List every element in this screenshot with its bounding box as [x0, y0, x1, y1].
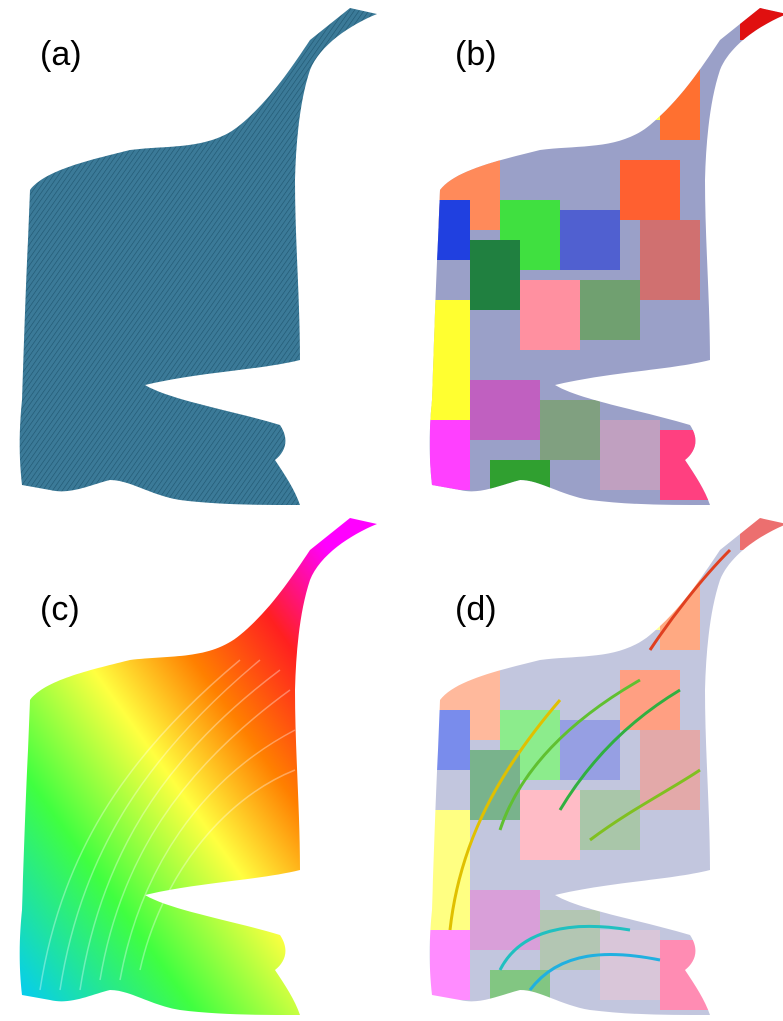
panel-b [410, 0, 783, 520]
page: (a) (b) (c) (d) (() => { const data = JS… [0, 0, 783, 1021]
figure: (a) (b) (c) (d) [0, 0, 783, 1021]
panel-d [410, 510, 783, 1021]
panel-label: (c) [40, 590, 80, 628]
panel-label: (a) [40, 35, 82, 73]
mesh-a [20, 8, 377, 505]
panel-label: (d) [455, 590, 497, 628]
panel-label: (b) [455, 35, 497, 73]
